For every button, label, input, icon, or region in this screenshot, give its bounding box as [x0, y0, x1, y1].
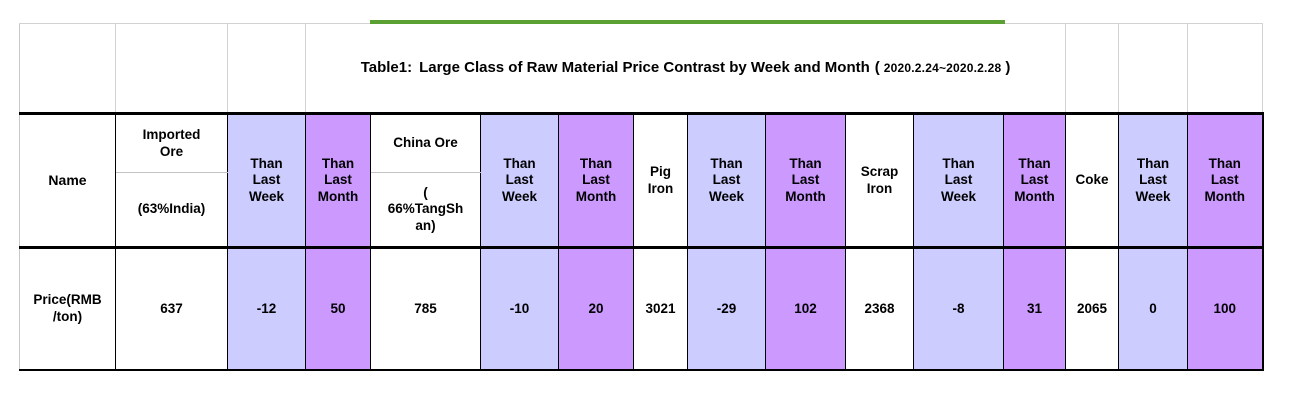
header-cell-than-last-week: Than Last Week [913, 112, 1004, 248]
price-row: Price(RMB /ton) 637 -12 50 785 -10 20 30… [19, 246, 1264, 371]
vs-month-cell-pig-iron: 102 [765, 246, 846, 371]
header-cell-than-last-month: Than Last Month [1187, 112, 1264, 248]
header-cell-coke: Coke [1065, 112, 1120, 248]
header-cell-scrap-iron: Scrap Iron [845, 112, 914, 248]
empty-cell [1065, 23, 1120, 114]
title-row: Table1: Large Class of Raw Material Price… [19, 23, 1264, 114]
price-cell-coke: 2065 [1065, 246, 1120, 371]
raw-material-price-table: Table1: Large Class of Raw Material Price… [19, 23, 1264, 371]
header-cell-china-ore-spec: ( 66%TangSh an) [370, 172, 481, 248]
vs-week-cell-coke: 0 [1118, 246, 1189, 371]
title-text: Large Class of Raw Material Price Contra… [419, 58, 870, 76]
vs-month-cell-china-ore: 20 [558, 246, 634, 371]
empty-cell [1187, 23, 1264, 114]
header-cell-imported-ore: Imported Ore [115, 112, 228, 173]
vs-week-cell-scrap-iron: -8 [913, 246, 1004, 371]
table-title: Table1: Large Class of Raw Material Price… [304, 23, 1067, 114]
green-accent-line [370, 20, 1005, 24]
header-cell-imported-ore-spec: (63%India) [115, 172, 228, 248]
header-cell-china-ore: China Ore [370, 112, 481, 173]
header-cell-than-last-month: Than Last Month [305, 112, 371, 248]
header-cell-than-last-week: Than Last Week [1118, 112, 1189, 248]
price-cell-china-ore: 785 [370, 246, 481, 371]
header-cell-than-last-month: Than Last Month [765, 112, 846, 248]
vs-week-cell-imported-ore: -12 [227, 246, 306, 371]
header-cell-than-last-week: Than Last Week [687, 112, 766, 248]
price-cell-pig-iron: 3021 [633, 246, 688, 371]
header-subrow: (63%India) ( 66%TangSh an) [20, 172, 1263, 248]
header-row: Name Imported Ore Than Last Week Than La… [19, 112, 1264, 248]
title-prefix: Table1: [360, 58, 413, 76]
header-cell-name: Name [19, 112, 116, 248]
vs-week-cell-china-ore: -10 [480, 246, 559, 371]
title-period: 2020.2.24~2020.2.28 [883, 60, 1002, 75]
header-cell-than-last-week: Than Last Week [227, 112, 306, 248]
header-cell-than-last-week: Than Last Week [480, 112, 559, 248]
price-cell-scrap-iron: 2368 [845, 246, 914, 371]
header-cell-pig-iron: Pig Iron [633, 112, 688, 248]
vs-month-cell-coke: 100 [1187, 246, 1264, 371]
row-label-price: Price(RMB /ton) [19, 246, 116, 371]
vs-week-cell-pig-iron: -29 [687, 246, 766, 371]
vs-month-cell-imported-ore: 50 [305, 246, 371, 371]
price-cell-imported-ore: 637 [115, 246, 228, 371]
header-cell-than-last-month: Than Last Month [558, 112, 634, 248]
title-open-paren: ( [874, 58, 880, 76]
header-cell-than-last-month: Than Last Month [1002, 112, 1067, 248]
empty-cell [1118, 23, 1189, 114]
empty-cell [227, 23, 306, 114]
title-close-paren: ) [1005, 58, 1011, 76]
empty-cell [115, 23, 228, 114]
empty-cell [19, 23, 116, 114]
vs-month-cell-scrap-iron: 31 [1002, 246, 1067, 371]
